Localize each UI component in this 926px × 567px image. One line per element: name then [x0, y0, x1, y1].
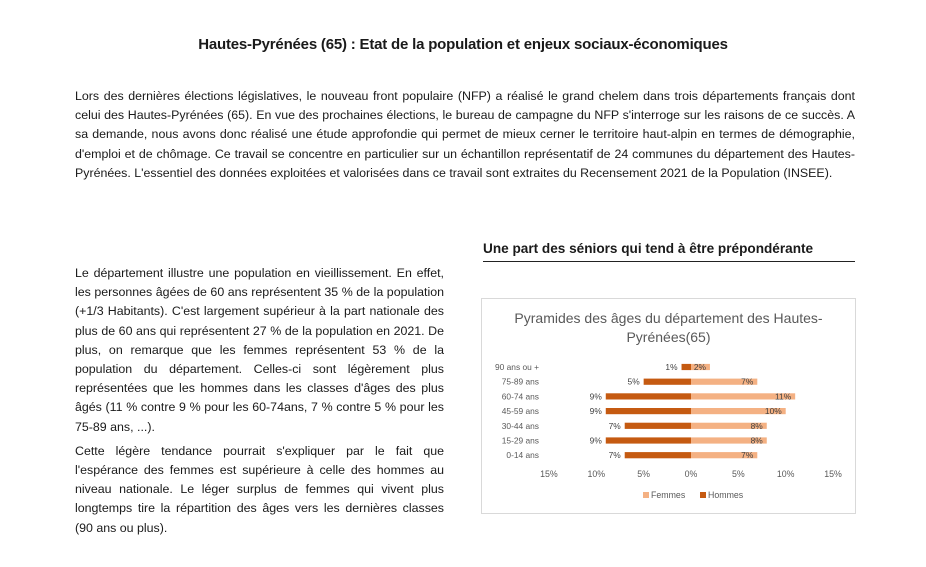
x-tick-label: 5%: [732, 469, 745, 479]
category-label: 0-14 ans: [506, 450, 539, 460]
bar-hommes: [605, 437, 691, 444]
data-label-hommes: 5%: [628, 377, 641, 387]
data-label-femmes: 8%: [751, 421, 764, 431]
data-label-femmes: 7%: [741, 450, 754, 460]
bar-femmes: [691, 393, 796, 400]
data-label-femmes: 10%: [765, 406, 782, 416]
chart-plot: 90 ans ou + 2% 1% 75-89 ans 7% 5% 60-74 ans 11%…: [495, 362, 842, 500]
bar-femmes: [691, 437, 767, 444]
x-tick-label: 5%: [637, 469, 650, 479]
data-label-hommes: 9%: [590, 406, 603, 416]
legend-swatch: [643, 492, 649, 498]
bar-hommes: [605, 393, 691, 400]
data-label-femmes: 7%: [741, 377, 754, 387]
age-pyramid-chart: Pyramides des âges du département des Ha…: [481, 298, 856, 514]
data-label-femmes: 2%: [694, 362, 707, 372]
legend-label: Hommes: [708, 490, 744, 500]
section-heading: Une part des séniors qui tend à être pré…: [483, 241, 855, 262]
bar-femmes: [691, 452, 758, 459]
bar-hommes: [624, 422, 691, 429]
x-tick-label: 10%: [777, 469, 795, 479]
page-title: Hautes-Pyrénées (65) : Etat de la popula…: [198, 36, 728, 53]
category-label: 45-59 ans: [502, 406, 539, 416]
x-tick-label: 10%: [587, 469, 605, 479]
data-label-femmes: 8%: [751, 436, 764, 446]
bar-hommes: [605, 408, 691, 415]
bar-hommes: [624, 452, 691, 459]
bar-hommes: [681, 363, 691, 371]
x-tick-label: 15%: [540, 469, 558, 479]
x-tick-label: 15%: [824, 469, 842, 479]
data-label-femmes: 11%: [775, 391, 792, 401]
category-label: 75-89 ans: [502, 377, 539, 387]
bar-femmes: [691, 363, 710, 371]
category-label: 90 ans ou +: [495, 362, 539, 372]
bar-hommes: [643, 378, 691, 385]
x-tick-label: 0%: [685, 469, 698, 479]
category-label: 15-29 ans: [502, 436, 539, 446]
legend-label: Femmes: [651, 490, 686, 500]
bar-femmes: [691, 378, 758, 385]
analysis-paragraph-2: Cette légère tendance pourrait s'expliqu…: [75, 443, 444, 535]
data-label-hommes: 7%: [609, 421, 622, 431]
chart-title: Pyramides des âges du département des Ha…: [514, 310, 823, 345]
category-label: 60-74 ans: [502, 391, 539, 401]
bar-femmes: [691, 408, 786, 415]
category-label: 30-44 ans: [502, 421, 539, 431]
legend-swatch: [700, 492, 706, 498]
analysis-paragraph-1: Le département illustre une population e…: [75, 266, 444, 434]
data-label-hommes: 9%: [590, 391, 603, 401]
data-label-hommes: 7%: [609, 450, 622, 460]
bar-femmes: [691, 422, 767, 429]
data-label-hommes: 1%: [665, 362, 678, 372]
data-label-hommes: 9%: [590, 436, 603, 446]
analysis-text: Le département illustre une population e…: [75, 264, 444, 543]
intro-paragraph: Lors des dernières élections législative…: [75, 89, 855, 180]
